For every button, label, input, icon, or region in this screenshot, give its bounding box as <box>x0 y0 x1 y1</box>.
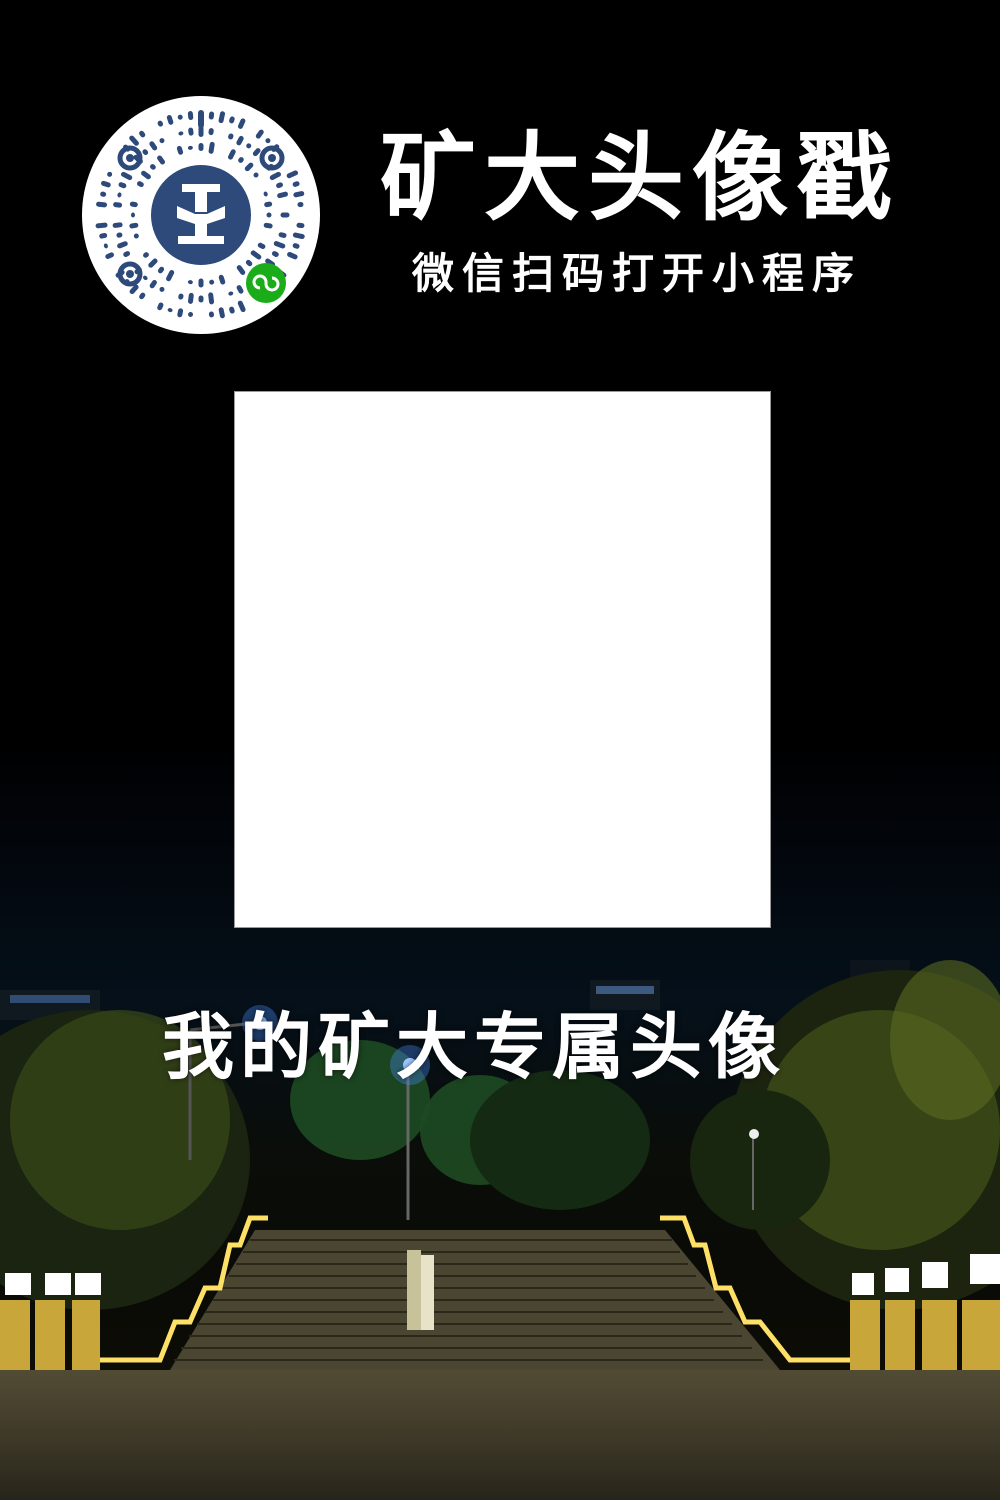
poster-subtitle: 微信扫码打开小程序 <box>412 249 863 298</box>
avatar-placeholder[interactable] <box>234 391 771 928</box>
qr-pattern-icon <box>95 110 305 319</box>
poster-title: 矿大头像戳 <box>380 121 900 234</box>
campus-night-illustration <box>0 960 1000 1500</box>
mini-program-qr-code[interactable] <box>82 96 320 334</box>
poster-slogan: 我的矿大专属头像 <box>162 1004 787 1089</box>
